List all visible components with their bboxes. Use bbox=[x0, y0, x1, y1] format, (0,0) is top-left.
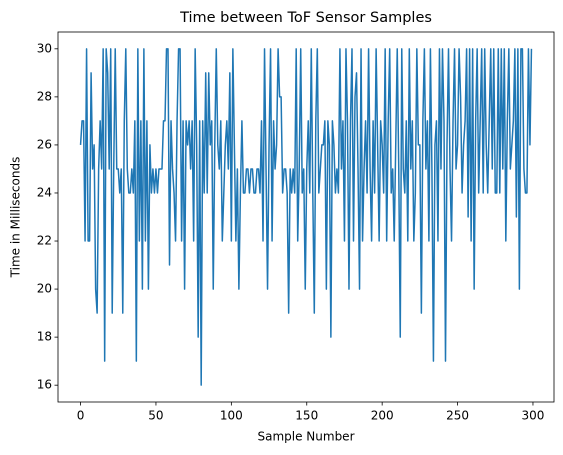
x-tick-label: 300 bbox=[522, 409, 545, 423]
y-tick-label: 20 bbox=[37, 282, 52, 296]
y-tick-label: 24 bbox=[37, 185, 52, 199]
y-tick-label: 18 bbox=[37, 330, 52, 344]
y-tick-label: 22 bbox=[37, 234, 52, 248]
y-tick-label: 30 bbox=[37, 41, 52, 55]
x-tick-label: 0 bbox=[77, 409, 85, 423]
y-axis-label: Time in Milliseconds bbox=[9, 157, 23, 279]
x-tick-label: 100 bbox=[220, 409, 243, 423]
x-axis-label: Sample Number bbox=[257, 430, 354, 444]
x-tick-label: 50 bbox=[148, 409, 163, 423]
chart-title: Time between ToF Sensor Samples bbox=[179, 10, 432, 26]
x-tick-label: 200 bbox=[371, 409, 394, 423]
x-tick-label: 250 bbox=[446, 409, 469, 423]
y-tick-label: 28 bbox=[37, 89, 52, 103]
data-line bbox=[79, 48, 533, 386]
y-tick-label: 26 bbox=[37, 137, 52, 151]
y-tick-label: 16 bbox=[37, 378, 52, 392]
x-tick-label: 150 bbox=[295, 409, 318, 423]
plot-frame bbox=[57, 31, 555, 403]
